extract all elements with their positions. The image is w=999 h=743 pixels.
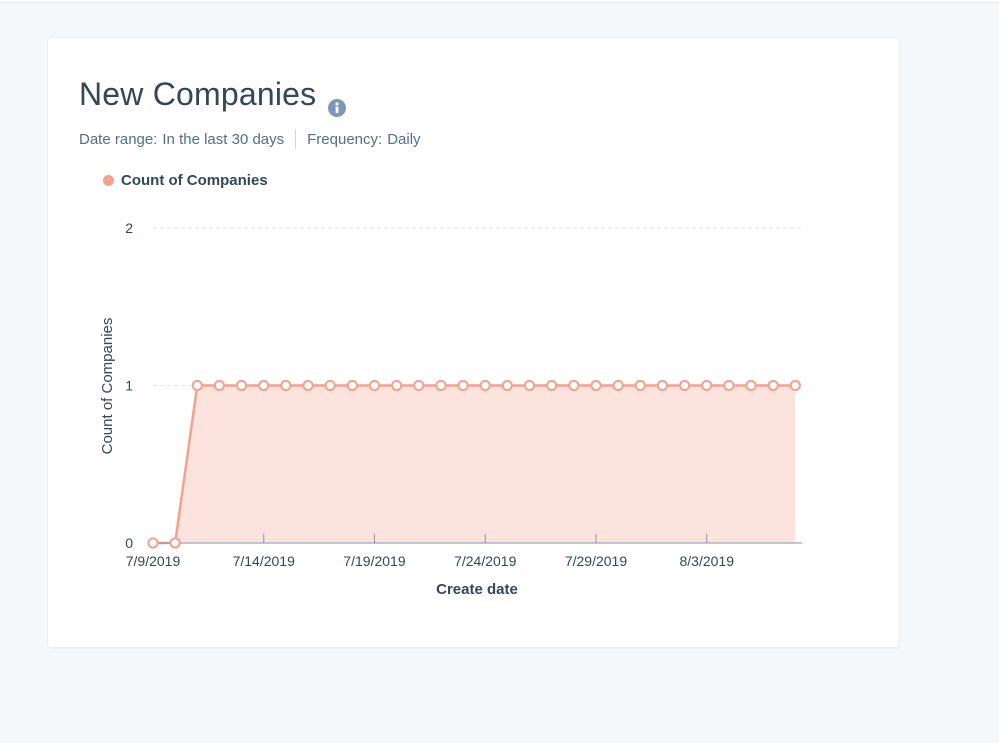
data-point	[745, 379, 757, 392]
data-point	[767, 379, 779, 392]
frequency-value: Daily	[387, 130, 421, 148]
data-point	[612, 379, 624, 392]
data-point	[280, 379, 292, 392]
top-bar	[0, 0, 999, 3]
x-tick-label: 8/3/2019	[680, 553, 735, 569]
frequency-label: Frequency:	[307, 130, 383, 148]
data-point	[789, 379, 801, 392]
x-tick-label: 7/24/2019	[454, 553, 516, 569]
report-title-text: New Companies	[79, 76, 317, 112]
report-card: New Companies Date range: In the last 30…	[48, 38, 899, 647]
data-point	[302, 379, 314, 392]
date-range-label: Date range:	[79, 130, 158, 148]
legend-label: Count of Companies	[121, 172, 268, 189]
data-point	[191, 379, 203, 392]
data-point	[523, 379, 536, 392]
x-axis-title: Create date	[436, 581, 518, 598]
area-fill	[153, 385, 796, 543]
data-point	[391, 379, 403, 392]
data-point	[590, 379, 602, 392]
x-tick-label: 7/29/2019	[565, 553, 627, 569]
data-point	[723, 379, 735, 392]
info-circle-icon[interactable]	[328, 88, 347, 117]
date-range-value: In the last 30 days	[162, 130, 285, 148]
data-point	[413, 379, 425, 392]
chart-legend[interactable]: Count of Companies	[103, 172, 268, 189]
x-tick-label: 7/9/2019	[126, 553, 181, 569]
data-point	[457, 379, 469, 392]
data-point	[435, 379, 447, 392]
data-point	[213, 379, 226, 392]
data-point	[701, 379, 713, 392]
data-point	[368, 379, 381, 392]
report-meta: Date range: In the last 30 days Frequenc…	[79, 129, 421, 149]
data-point	[346, 379, 358, 392]
meta-divider	[295, 129, 297, 149]
data-point	[236, 379, 248, 392]
x-tick-label: 7/19/2019	[343, 553, 405, 569]
x-tick-label: 7/14/2019	[233, 553, 295, 569]
data-point	[258, 379, 270, 392]
data-point	[634, 379, 646, 392]
data-point	[568, 379, 580, 392]
data-point	[169, 537, 181, 549]
data-point	[679, 379, 691, 392]
data-point	[501, 379, 513, 392]
y-tick-label: 1	[125, 378, 133, 394]
data-point	[546, 379, 558, 392]
data-point	[324, 379, 336, 392]
data-point	[479, 379, 491, 392]
report-title: New Companies	[79, 76, 347, 117]
y-tick-label: 2	[125, 220, 133, 236]
y-axis-title: Count of Companies	[99, 318, 116, 455]
y-tick-label: 0	[125, 535, 133, 551]
data-point	[147, 537, 159, 549]
legend-marker	[103, 175, 114, 186]
data-point	[656, 379, 669, 392]
